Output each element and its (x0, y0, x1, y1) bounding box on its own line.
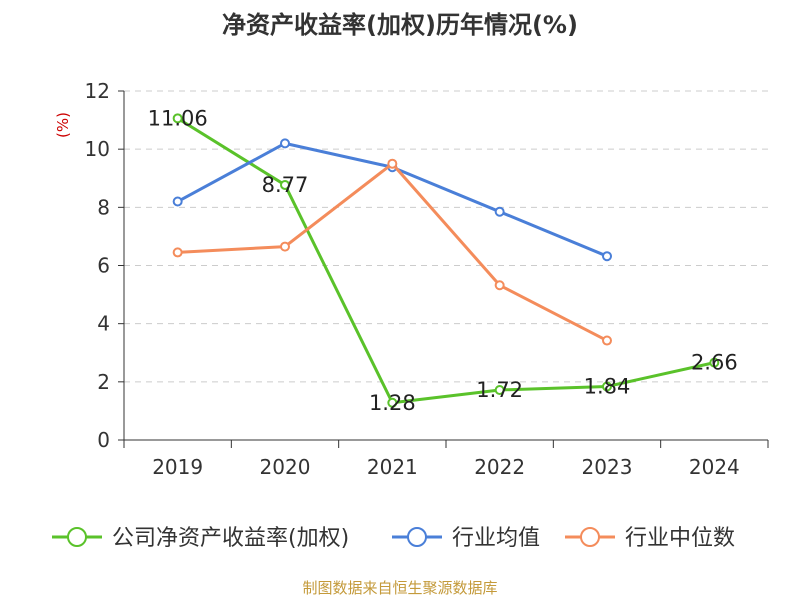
x-tick-label: 2023 (582, 455, 633, 479)
legend-label: 公司净资产收益率(加权) (112, 526, 349, 551)
y-tick-label: 2 (97, 370, 110, 394)
data-point (709, 357, 720, 368)
data-point (602, 335, 612, 346)
y-tick-label: 8 (97, 195, 110, 219)
data-point (280, 138, 290, 149)
data-point (387, 397, 398, 408)
y-tick-label: 12 (85, 79, 110, 103)
data-point (280, 241, 290, 252)
data-label-layer: 11.06 8.77 1.28 1.72 1.84 2.66 (148, 106, 738, 414)
legend-label: 行业均值 (452, 526, 540, 551)
legend-item: 行业均值 (392, 526, 540, 551)
y-axis-unit-label: (%) (54, 112, 72, 138)
axis-layer: 0 2 4 6 8 10 12 2019 2020 2021 2022 2023 2024 (85, 79, 769, 479)
y-tick-label: 6 (97, 254, 110, 278)
legend-marker (580, 527, 600, 547)
data-point (387, 158, 398, 169)
legend-marker (67, 527, 87, 547)
y-tick-label: 4 (97, 312, 110, 336)
legend-item: 公司净资产收益率(加权) (52, 526, 349, 551)
series-line (177, 162, 608, 342)
data-point (494, 206, 505, 217)
y-tick-label: 10 (85, 137, 110, 161)
series-company (172, 113, 720, 408)
data-point (494, 280, 505, 291)
series-layer (172, 113, 720, 408)
data-label: 1.28 (369, 391, 416, 415)
chart-title: 净资产收益率(加权)历年情况(%) (222, 11, 578, 39)
data-label: 1.72 (476, 378, 523, 402)
x-tick-label: 2020 (260, 455, 311, 479)
x-tick-label: 2019 (152, 455, 203, 479)
legend: 公司净资产收益率(加权) 行业均值 行业中位数 (52, 526, 735, 551)
grid-layer (124, 90, 768, 383)
data-point (172, 113, 183, 124)
legend-item: 行业中位数 (565, 526, 735, 551)
data-point (172, 196, 183, 207)
x-tick-label: 2021 (367, 455, 418, 479)
y-tick-label: 0 (97, 428, 110, 452)
data-label: 1.84 (584, 374, 631, 398)
x-tick-label: 2024 (689, 455, 740, 479)
data-point (602, 381, 612, 392)
data-label: 11.06 (148, 106, 208, 130)
data-point (172, 247, 183, 258)
data-label: 2.66 (691, 351, 738, 375)
legend-label: 行业中位数 (625, 526, 735, 551)
x-tick-label: 2022 (474, 455, 525, 479)
series-industry_median (172, 158, 612, 346)
data-label: 8.77 (262, 173, 309, 197)
legend-marker (407, 527, 427, 547)
data-point (494, 384, 505, 395)
series-line (176, 117, 715, 405)
data-point (280, 179, 290, 190)
data-point (602, 251, 612, 262)
source-note: 制图数据来自恒生聚源数据库 (302, 579, 497, 597)
